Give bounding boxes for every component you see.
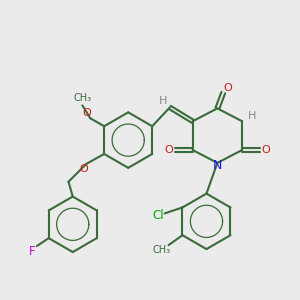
Text: CH₃: CH₃ [73,94,92,103]
Text: N: N [213,159,222,172]
Text: O: O [79,164,88,174]
Text: Cl: Cl [153,209,164,222]
Text: H: H [159,97,167,106]
Text: H: H [248,111,256,121]
Text: O: O [82,108,91,118]
Text: O: O [262,145,270,155]
Text: CH₃: CH₃ [153,245,171,255]
Text: O: O [164,145,173,155]
Text: F: F [28,244,35,258]
Text: O: O [223,82,232,93]
